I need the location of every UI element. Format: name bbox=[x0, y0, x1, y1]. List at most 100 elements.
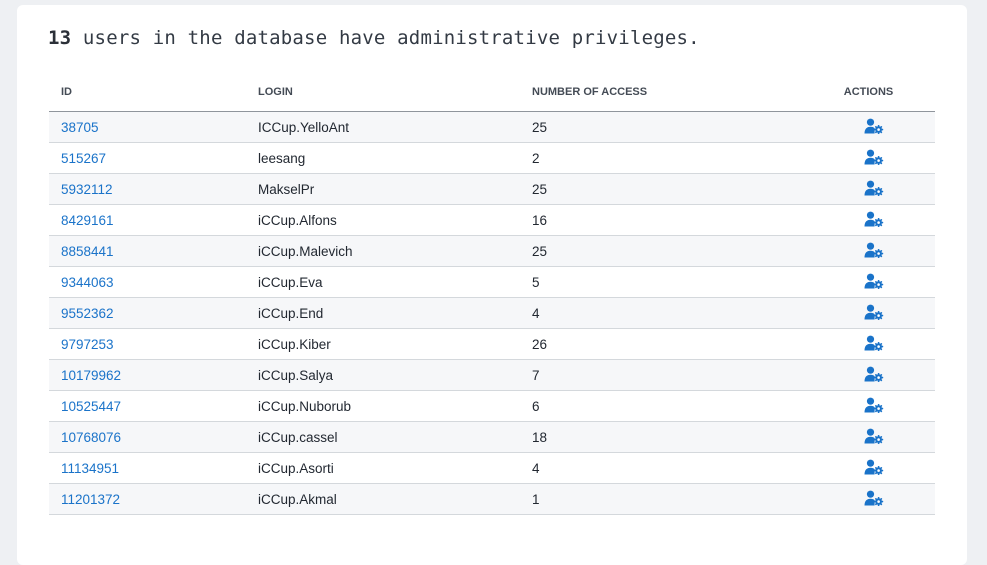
column-header-number-of-access: NUMBER OF ACCESS bbox=[532, 73, 802, 112]
table-row: 9344063 iCCup.Eva 5 bbox=[49, 266, 935, 298]
user-id-link[interactable]: 9797253 bbox=[61, 336, 114, 352]
page-headline: 13 users in the database have administra… bbox=[48, 27, 700, 49]
cell-number-of-access: 25 bbox=[532, 235, 802, 267]
cell-actions bbox=[802, 142, 935, 174]
user-id-link[interactable]: 10179962 bbox=[61, 367, 122, 383]
cell-actions bbox=[802, 483, 935, 515]
table-row: 11134951 iCCup.Asorti 4 bbox=[49, 452, 935, 484]
table-row: 5932112 MakselPr 25 bbox=[49, 173, 935, 205]
cell-actions bbox=[802, 297, 935, 329]
user-gear-icon[interactable] bbox=[864, 242, 884, 260]
table-row: 9797253 iCCup.Kiber 26 bbox=[49, 328, 935, 360]
column-header-actions: ACTIONS bbox=[802, 73, 935, 112]
cell-login: iCCup.Asorti bbox=[258, 452, 532, 484]
cell-id: 8429161 bbox=[49, 204, 258, 236]
table-body: 38705 ICCup.YelloAnt 25 515267 leesang 2 59321… bbox=[49, 111, 935, 515]
cell-actions bbox=[802, 421, 935, 453]
cell-actions bbox=[802, 328, 935, 360]
cell-login: iCCup.End bbox=[258, 297, 532, 329]
table-row: 10525447 iCCup.Nuborub 6 bbox=[49, 390, 935, 422]
headline-text: users in the database have administrativ… bbox=[71, 27, 700, 49]
user-gear-icon[interactable] bbox=[864, 397, 884, 415]
cell-actions bbox=[802, 390, 935, 422]
user-id-link[interactable]: 5932112 bbox=[61, 181, 113, 197]
cell-id: 5932112 bbox=[49, 173, 258, 205]
user-id-link[interactable]: 8858441 bbox=[61, 243, 114, 259]
user-id-link[interactable]: 9344063 bbox=[61, 274, 114, 290]
cell-number-of-access: 25 bbox=[532, 111, 802, 143]
cell-id: 10179962 bbox=[49, 359, 258, 391]
cell-actions bbox=[802, 173, 935, 205]
cell-number-of-access: 25 bbox=[532, 173, 802, 205]
user-gear-icon[interactable] bbox=[864, 335, 884, 353]
table-row: 9552362 iCCup.End 4 bbox=[49, 297, 935, 329]
user-gear-icon[interactable] bbox=[864, 118, 884, 136]
user-gear-icon[interactable] bbox=[864, 366, 884, 384]
cell-login: iCCup.cassel bbox=[258, 421, 532, 453]
table-row: 8858441 iCCup.Malevich 25 bbox=[49, 235, 935, 267]
cell-number-of-access: 7 bbox=[532, 359, 802, 391]
cell-actions bbox=[802, 235, 935, 267]
cell-number-of-access: 2 bbox=[532, 142, 802, 174]
cell-login: ICCup.YelloAnt bbox=[258, 111, 532, 143]
cell-login: iCCup.Salya bbox=[258, 359, 532, 391]
cell-login: leesang bbox=[258, 142, 532, 174]
user-gear-icon[interactable] bbox=[864, 149, 884, 167]
user-id-link[interactable]: 515267 bbox=[61, 150, 107, 166]
admin-count: 13 bbox=[48, 27, 72, 49]
user-id-link[interactable]: 10768076 bbox=[61, 429, 122, 445]
cell-login: iCCup.Eva bbox=[258, 266, 532, 298]
cell-actions bbox=[802, 266, 935, 298]
cell-login: iCCup.Alfons bbox=[258, 204, 532, 236]
cell-number-of-access: 16 bbox=[532, 204, 802, 236]
cell-id: 10768076 bbox=[49, 421, 258, 453]
user-gear-icon[interactable] bbox=[864, 490, 884, 508]
cell-number-of-access: 6 bbox=[532, 390, 802, 422]
cell-actions bbox=[802, 204, 935, 236]
cell-number-of-access: 1 bbox=[532, 483, 802, 515]
user-id-link[interactable]: 10525447 bbox=[61, 398, 122, 414]
user-id-link[interactable]: 11201372 bbox=[61, 491, 121, 507]
cell-id: 515267 bbox=[49, 142, 258, 174]
user-gear-icon[interactable] bbox=[864, 428, 884, 446]
cell-number-of-access: 5 bbox=[532, 266, 802, 298]
column-header-login: LOGIN bbox=[258, 73, 532, 112]
cell-actions bbox=[802, 452, 935, 484]
user-id-link[interactable]: 9552362 bbox=[61, 305, 114, 321]
admin-users-table: ID LOGIN NUMBER OF ACCESS ACTIONS 38705 I… bbox=[49, 73, 935, 515]
cell-actions bbox=[802, 111, 935, 143]
cell-number-of-access: 4 bbox=[532, 297, 802, 329]
table-row: 10768076 iCCup.cassel 18 bbox=[49, 421, 935, 453]
user-gear-icon[interactable] bbox=[864, 211, 884, 229]
user-gear-icon[interactable] bbox=[864, 273, 884, 291]
cell-login: iCCup.Malevich bbox=[258, 235, 532, 267]
table-row: 10179962 iCCup.Salya 7 bbox=[49, 359, 935, 391]
cell-id: 9552362 bbox=[49, 297, 258, 329]
table-row: 8429161 iCCup.Alfons 16 bbox=[49, 204, 935, 236]
cell-number-of-access: 18 bbox=[532, 421, 802, 453]
cell-number-of-access: 26 bbox=[532, 328, 802, 360]
cell-id: 38705 bbox=[49, 111, 258, 143]
cell-login: MakselPr bbox=[258, 173, 532, 205]
user-gear-icon[interactable] bbox=[864, 180, 884, 198]
cell-id: 11201372 bbox=[49, 483, 258, 515]
table-row: 11201372 iCCup.Akmal 1 bbox=[49, 483, 935, 515]
column-header-id: ID bbox=[49, 73, 258, 112]
table-header-row: ID LOGIN NUMBER OF ACCESS ACTIONS bbox=[49, 73, 935, 112]
user-id-link[interactable]: 38705 bbox=[61, 119, 99, 135]
cell-number-of-access: 4 bbox=[532, 452, 802, 484]
cell-login: iCCup.Kiber bbox=[258, 328, 532, 360]
admin-users-card: 13 users in the database have administra… bbox=[17, 5, 967, 565]
cell-login: iCCup.Akmal bbox=[258, 483, 532, 515]
cell-id: 11134951 bbox=[49, 452, 258, 484]
user-id-link[interactable]: 8429161 bbox=[61, 212, 114, 228]
cell-id: 9797253 bbox=[49, 328, 258, 360]
cell-login: iCCup.Nuborub bbox=[258, 390, 532, 422]
cell-id: 9344063 bbox=[49, 266, 258, 298]
user-gear-icon[interactable] bbox=[864, 459, 884, 477]
cell-actions bbox=[802, 359, 935, 391]
user-gear-icon[interactable] bbox=[864, 304, 884, 322]
table-row: 515267 leesang 2 bbox=[49, 142, 935, 174]
user-id-link[interactable]: 11134951 bbox=[61, 460, 120, 476]
cell-id: 8858441 bbox=[49, 235, 258, 267]
